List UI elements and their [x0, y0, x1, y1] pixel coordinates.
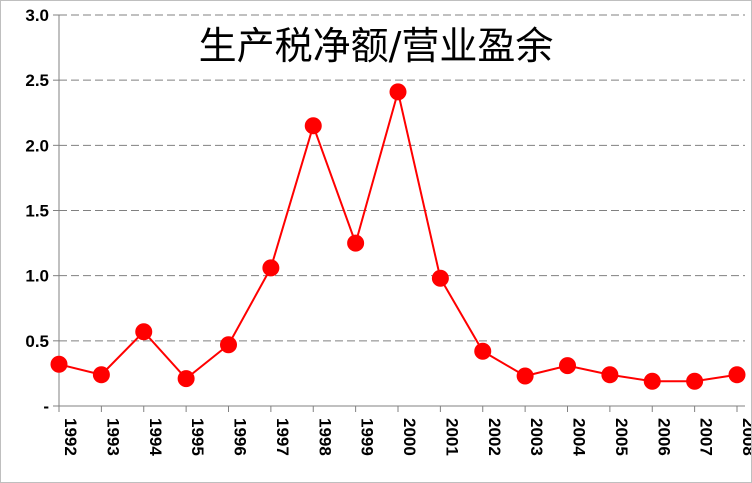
data-point [601, 366, 619, 384]
data-point [220, 336, 237, 354]
x-tick-label: 2003 [527, 418, 546, 456]
data-point [177, 370, 195, 388]
data-point [92, 366, 110, 384]
series-line [58, 91, 738, 383]
x-tick-label: 2002 [485, 418, 504, 456]
x-tick-label: 1998 [315, 418, 334, 456]
data-point [431, 269, 449, 287]
chart-title: 生产税净额/营业盈余 [199, 24, 554, 68]
data-point [304, 117, 322, 135]
x-tick-label: 2004 [570, 418, 589, 456]
data-point [50, 355, 68, 373]
y-tick-label: 2.5 [25, 71, 49, 90]
series [50, 83, 746, 390]
x-tick-label: 1993 [103, 418, 122, 456]
y-tick-label: - [43, 397, 49, 416]
x-tick-label: 2006 [654, 418, 673, 456]
y-tick-label: 2.0 [25, 136, 49, 155]
x-tick-label: 2005 [612, 418, 631, 456]
x-tick-label: 1995 [188, 418, 207, 456]
x-tick-label: 2000 [400, 418, 419, 456]
data-point [559, 357, 576, 375]
x-tick-label: 2007 [697, 418, 716, 456]
x-tick-label: 1997 [273, 418, 292, 456]
x-tick-label: 2001 [442, 418, 461, 456]
y-tick-labels: - 0.5 1.0 1.5 2.0 2.5 3.0 [25, 6, 49, 416]
x-tick-label: 2008 [739, 418, 751, 456]
data-point [389, 83, 407, 101]
axes [53, 14, 745, 412]
data-point [347, 234, 365, 252]
y-tick-label: 1.5 [25, 202, 49, 221]
y-tick-label: 1.0 [25, 267, 49, 286]
x-tick-label: 1999 [358, 418, 377, 456]
data-point [516, 367, 534, 385]
data-point [643, 372, 661, 390]
data-point [686, 372, 704, 390]
x-tick-labels: 1992 1993 1994 1995 1996 1997 1998 1999 2000 2001… [61, 418, 751, 456]
x-tick-label: 1996 [231, 418, 250, 456]
data-point [262, 259, 280, 277]
y-tick-label: 3.0 [25, 6, 49, 25]
x-tick-label: 1992 [61, 418, 80, 456]
data-point [135, 323, 153, 341]
x-tick-label: 1994 [146, 418, 165, 456]
y-tick-label: 0.5 [25, 332, 49, 351]
grid-lines [59, 14, 745, 342]
data-point [728, 366, 746, 384]
data-point [474, 342, 492, 360]
